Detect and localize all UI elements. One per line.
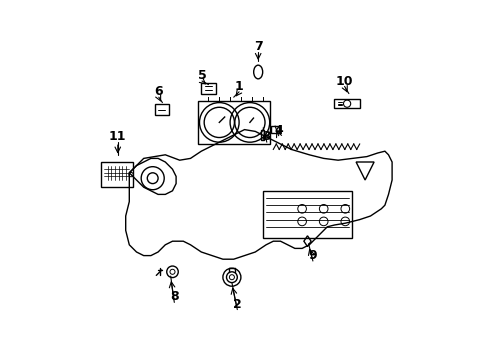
Text: 9: 9: [308, 249, 317, 262]
Text: 1: 1: [234, 80, 243, 93]
Text: 3: 3: [262, 130, 270, 143]
Text: 5: 5: [197, 69, 206, 82]
Text: 6: 6: [154, 85, 163, 98]
Text: 11: 11: [109, 130, 126, 143]
Text: 2: 2: [232, 298, 241, 311]
Text: 4: 4: [274, 124, 283, 137]
Text: 8: 8: [170, 291, 178, 303]
Text: 10: 10: [335, 75, 353, 87]
Text: 7: 7: [253, 40, 262, 53]
